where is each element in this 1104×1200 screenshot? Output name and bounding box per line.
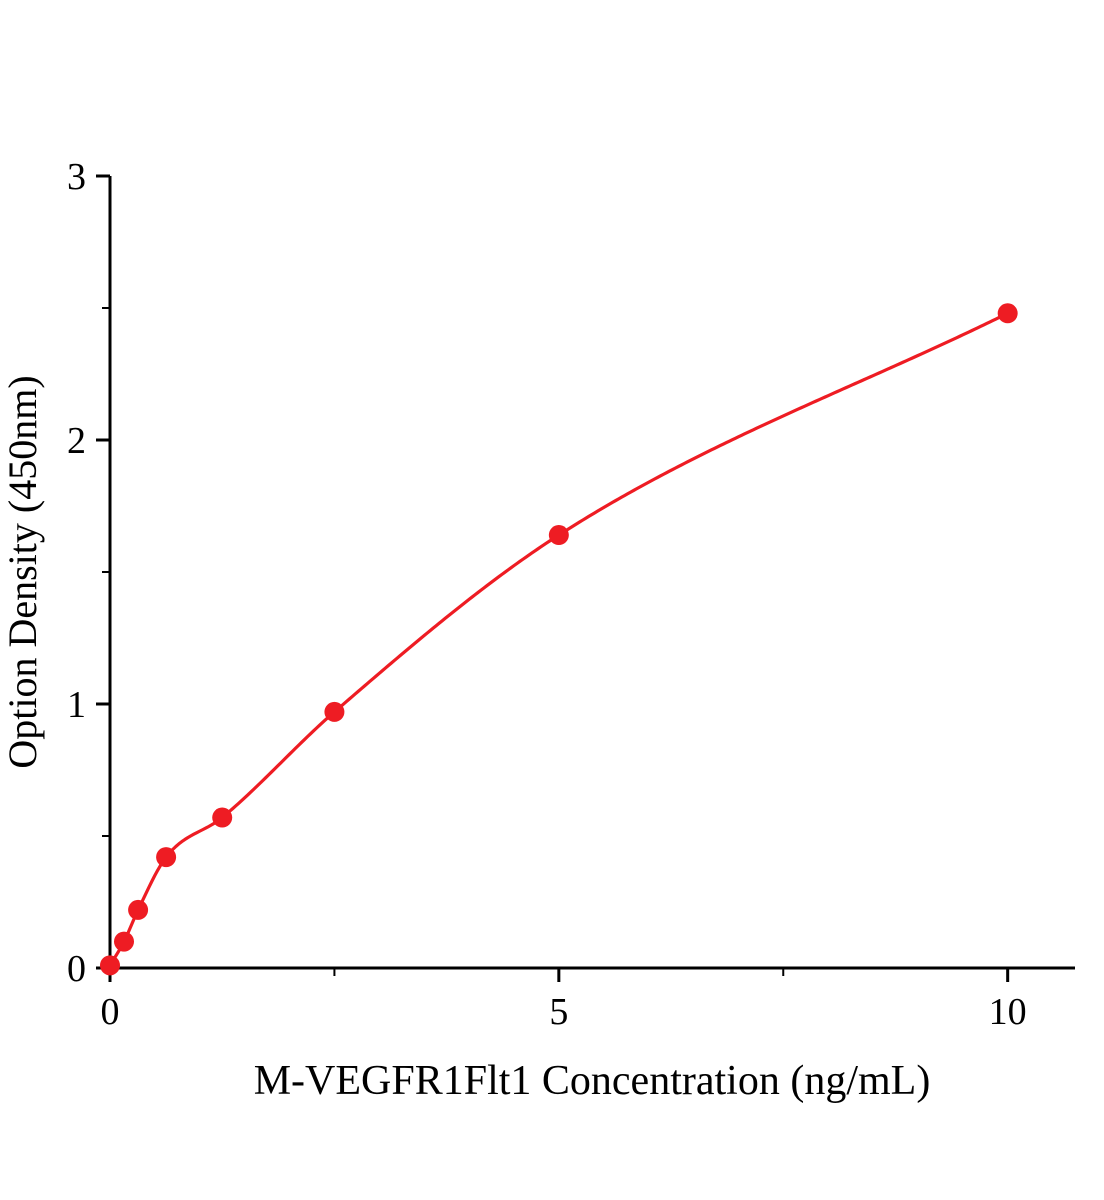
y-axis-title: Option Density (450nm) [0, 375, 45, 768]
data-point [128, 899, 149, 920]
y-tick-label: 0 [67, 948, 86, 990]
data-point [324, 701, 345, 722]
y-tick-label: 2 [67, 420, 86, 462]
x-axis-title: M-VEGFR1Flt1 Concentration (ng/mL) [254, 1058, 931, 1104]
y-tick-label: 3 [67, 156, 86, 198]
data-point [548, 525, 569, 546]
data-point [212, 807, 233, 828]
data-point [997, 303, 1018, 324]
data-series [100, 303, 1018, 976]
data-point [156, 847, 177, 868]
x-tick-label: 5 [549, 991, 568, 1033]
axes: 0 5 10 0 1 2 3 [67, 156, 1075, 1033]
data-point [100, 955, 120, 976]
y-tick-label: 1 [67, 684, 86, 726]
x-tick-label: 0 [101, 991, 120, 1033]
x-tick-label: 10 [989, 991, 1027, 1033]
data-point [114, 931, 135, 952]
fit-curve [108, 311, 1010, 967]
